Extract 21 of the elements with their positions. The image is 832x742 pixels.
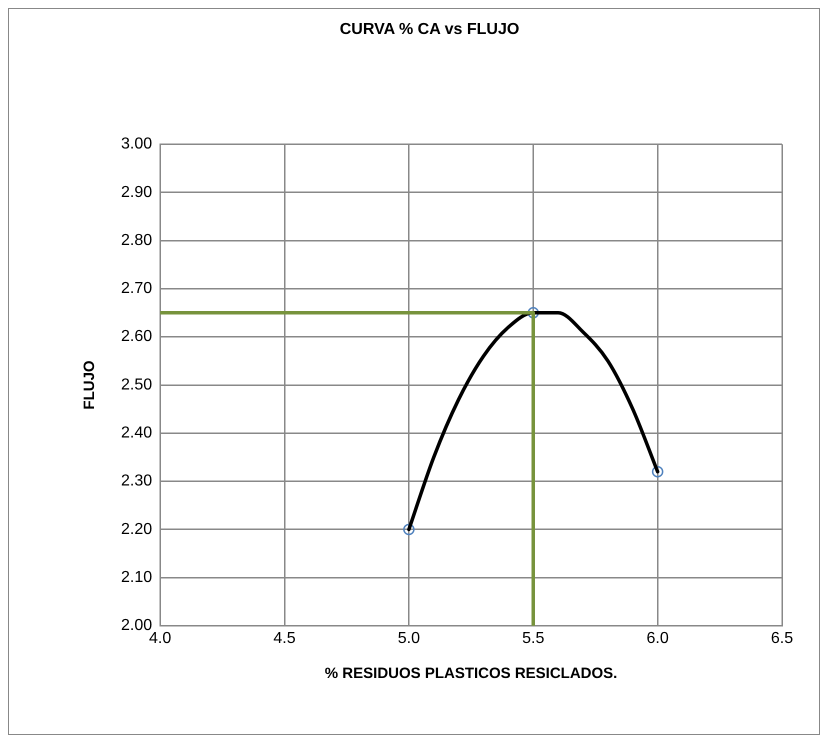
y-tick-label: 3.00 xyxy=(121,136,152,153)
x-tick-label: 6.5 xyxy=(770,630,794,647)
y-tick-label: 2.60 xyxy=(121,328,152,346)
y-tick-label: 2.70 xyxy=(121,280,152,298)
x-axis-title: % RESIDUOS PLASTICOS RESICLADOS. xyxy=(324,665,618,682)
chart-title: CURVA % CA vs FLUJO xyxy=(340,21,520,38)
point xyxy=(652,466,664,478)
x-tick-label: 5.0 xyxy=(398,630,420,647)
y-tick-label: 2.20 xyxy=(121,520,152,538)
y-tick-label: 2.90 xyxy=(121,184,152,201)
y-tick-label: 2.50 xyxy=(121,376,152,394)
y-tick-label: 2.80 xyxy=(121,232,152,249)
point xyxy=(528,307,540,319)
y-tick-label: 2.40 xyxy=(121,424,152,442)
point xyxy=(403,524,415,536)
x-tick-label: 4.5 xyxy=(273,630,296,647)
y-tick-label: 2.10 xyxy=(121,569,152,586)
y-axis-title: FLUJO xyxy=(81,360,98,410)
x-tick-label: 5.5 xyxy=(522,630,544,647)
y-tick-label: 2.30 xyxy=(121,472,152,490)
x-tick-label: 6.0 xyxy=(646,630,669,647)
